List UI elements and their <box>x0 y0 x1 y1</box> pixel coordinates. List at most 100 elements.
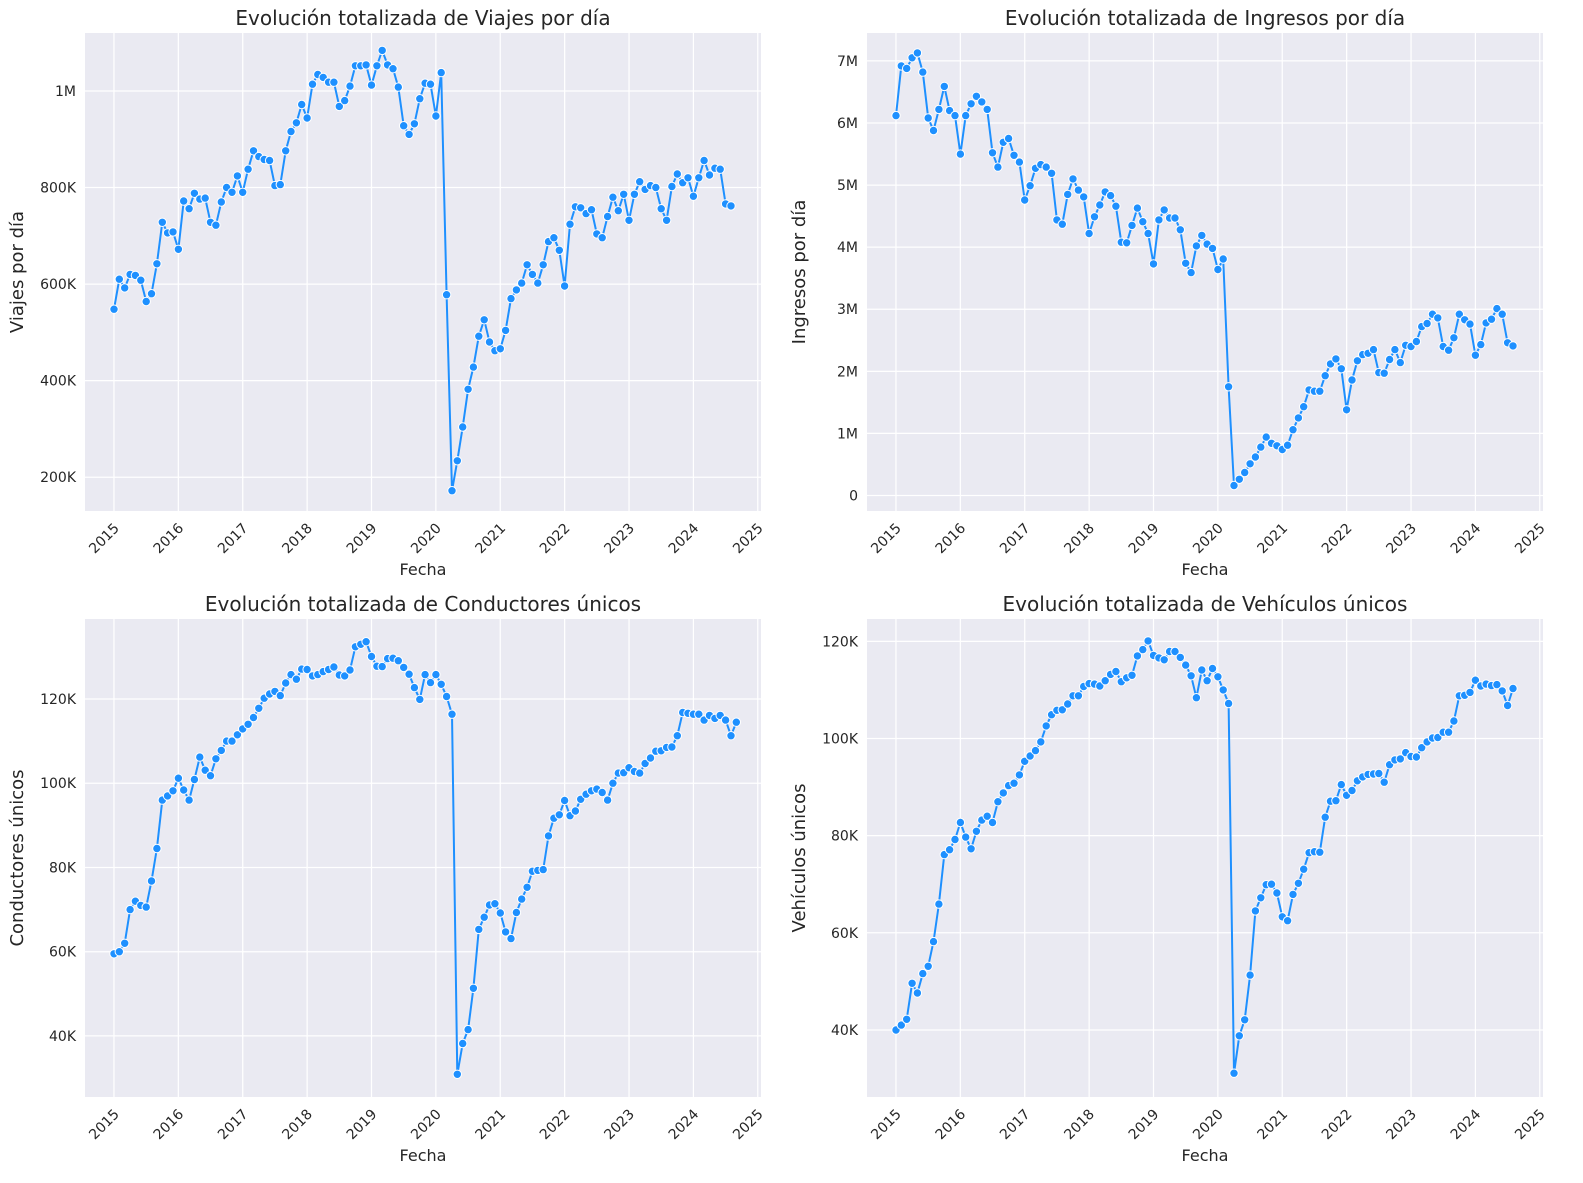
data-point <box>329 662 339 672</box>
data-point <box>1041 162 1051 172</box>
gridlines <box>867 619 1543 1097</box>
data-point <box>613 206 623 216</box>
data-point <box>619 189 629 200</box>
data-point <box>114 274 125 284</box>
data-point <box>490 899 500 909</box>
data-point <box>950 834 960 845</box>
data-point <box>431 669 441 680</box>
data-point <box>409 119 420 129</box>
data-point <box>559 795 570 806</box>
x-tick-label: 2016 <box>151 520 188 557</box>
x-tick-label: 2016 <box>151 1106 188 1143</box>
x-tick-label: 2018 <box>1061 1107 1098 1144</box>
data-point <box>656 204 666 214</box>
data-point <box>912 48 923 58</box>
data-point <box>458 1038 468 1049</box>
data-point <box>896 1020 906 1030</box>
data-point <box>517 894 527 904</box>
data-point <box>1288 889 1298 900</box>
data-point <box>1443 727 1454 737</box>
data-point <box>500 325 511 336</box>
data-point <box>966 844 976 854</box>
data-point <box>1379 777 1389 787</box>
x-tick-label: 2020 <box>1190 1107 1227 1144</box>
data-point <box>184 204 194 214</box>
data-point <box>179 785 189 795</box>
data-point <box>538 864 548 875</box>
x-tick-label: 2016 <box>933 520 970 557</box>
data-point <box>1132 651 1143 661</box>
chart-title: Evolución totalizada de Vehículos únicos <box>1003 592 1408 616</box>
x-tick-label: 2017 <box>215 1107 252 1144</box>
data-point <box>366 80 377 90</box>
data-point <box>1492 303 1502 314</box>
x-tick-label: 2025 <box>1512 1107 1549 1144</box>
data-point <box>1229 1068 1239 1078</box>
data-point <box>447 709 457 719</box>
data-point <box>683 173 693 183</box>
data-point <box>168 227 178 237</box>
data-point <box>227 736 237 746</box>
data-point <box>141 902 151 912</box>
data-point <box>1476 339 1486 350</box>
data-point <box>366 651 377 662</box>
data-point <box>928 936 939 947</box>
data-point <box>640 758 650 769</box>
data-point <box>1336 364 1347 374</box>
data-point <box>1057 705 1068 715</box>
data-point <box>495 344 505 354</box>
data-point <box>1138 217 1148 227</box>
data-point <box>1384 354 1395 365</box>
data-point <box>1395 754 1406 764</box>
data-point <box>152 843 162 854</box>
data-point <box>173 244 184 255</box>
data-point <box>998 788 1008 798</box>
plot-area <box>85 33 761 511</box>
data-point <box>934 104 944 115</box>
data-point <box>1347 375 1357 385</box>
data-point <box>264 155 275 166</box>
data-point <box>286 126 296 137</box>
data-point <box>987 148 998 158</box>
data-point <box>1014 770 1025 780</box>
data-point <box>1138 644 1148 655</box>
data-point <box>602 211 613 222</box>
data-point <box>576 203 586 213</box>
data-point <box>1465 319 1475 329</box>
data-point <box>404 129 414 140</box>
x-tick-label: 2015 <box>86 521 123 558</box>
data-point <box>136 275 146 285</box>
data-point <box>463 1024 473 1035</box>
data-point <box>114 947 125 957</box>
data-point <box>1046 168 1057 179</box>
data-point <box>1143 636 1153 646</box>
data-point <box>918 968 928 979</box>
chart-title: Evolución totalizada de Viajes por día <box>235 6 610 30</box>
data-point <box>1486 314 1497 324</box>
data-point <box>1465 687 1475 698</box>
data-point <box>1197 665 1207 675</box>
data-point <box>1025 181 1035 191</box>
data-point <box>1186 267 1196 278</box>
data-point <box>1207 243 1218 254</box>
data-point <box>195 752 205 762</box>
data-point <box>987 817 998 828</box>
data-point <box>254 703 264 713</box>
data-point <box>447 486 457 496</box>
data-point <box>554 245 564 256</box>
data-point <box>248 712 259 723</box>
data-point <box>399 662 409 673</box>
data-point <box>511 285 522 295</box>
x-tick-label: 2021 <box>1255 1107 1292 1144</box>
series-conductores <box>109 637 741 1080</box>
data-point <box>1073 185 1084 195</box>
data-point <box>923 113 933 123</box>
data-point <box>146 289 157 299</box>
data-point <box>1250 452 1261 462</box>
data-point <box>1154 215 1164 225</box>
x-tick-label: 2015 <box>86 1107 123 1144</box>
data-point <box>961 110 971 121</box>
data-point <box>441 290 452 300</box>
data-point <box>635 768 645 778</box>
data-point <box>361 637 371 647</box>
